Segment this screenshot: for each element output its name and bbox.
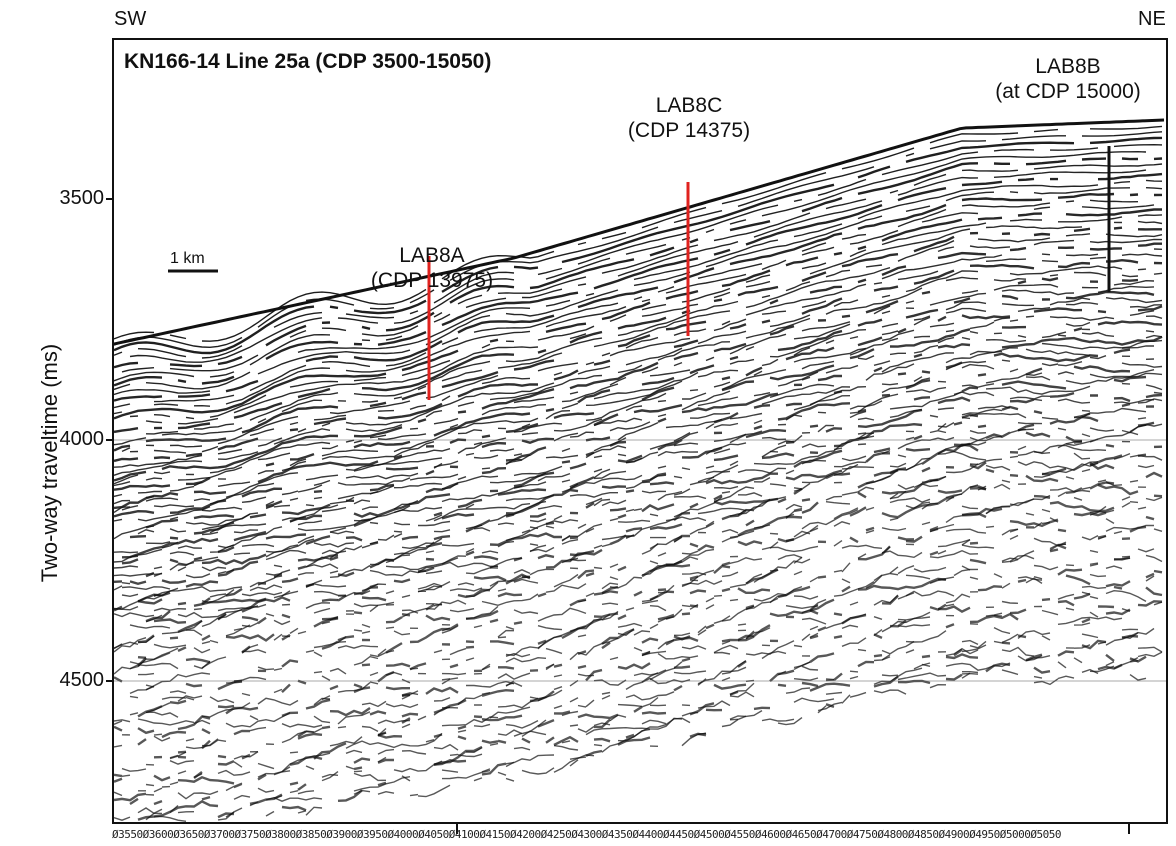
section-title: KN166-14 Line 25a (CDP 3500-15050)	[124, 50, 492, 73]
y-tick-4000: 4000	[59, 428, 105, 450]
site-name-lab8c: LAB8C	[655, 94, 723, 117]
site-name-lab8b: LAB8B	[1035, 55, 1101, 78]
site-cdp-lab8b: (at CDP 15000)	[995, 80, 1141, 103]
seismic-section-panel: KN166-14 Line 25a (CDP 3500-15050) LAB8A…	[112, 38, 1168, 824]
seismic-reflector-image	[114, 118, 1166, 822]
y-tick-4500: 4500	[59, 669, 105, 691]
y-tick-mark-4500	[106, 680, 112, 682]
y-tick-mark-4000	[106, 439, 112, 441]
cdp-number-axis: Ø3550Ø3600Ø3650Ø3700Ø3750Ø3800Ø3850Ø3900…	[112, 828, 1062, 841]
seafloor-reflector	[114, 118, 1165, 346]
scale-bar-label: 1 km	[170, 250, 205, 267]
y-tick-3500: 3500	[59, 187, 105, 209]
site-label-lab8b: LAB8B (at CDP 15000)	[970, 54, 1166, 104]
site-cdp-lab8a: (CDP 13975)	[370, 269, 494, 292]
ne-direction-label: NE	[1138, 8, 1166, 30]
site-label-lab8c: LAB8C (CDP 14375)	[589, 93, 789, 143]
cdp-tick-mark	[1128, 824, 1130, 834]
y-tick-mark-3500	[106, 198, 112, 200]
site-label-lab8a: LAB8A (CDP 13975)	[332, 243, 532, 293]
cdp-tick-mark	[456, 824, 458, 834]
y-axis-label: Two-way traveltime (ms)	[37, 343, 62, 583]
reflector-layers	[114, 125, 1162, 821]
sw-direction-label: SW	[114, 8, 147, 30]
site-cdp-lab8c: (CDP 14375)	[627, 119, 751, 142]
site-name-lab8a: LAB8A	[399, 244, 465, 267]
